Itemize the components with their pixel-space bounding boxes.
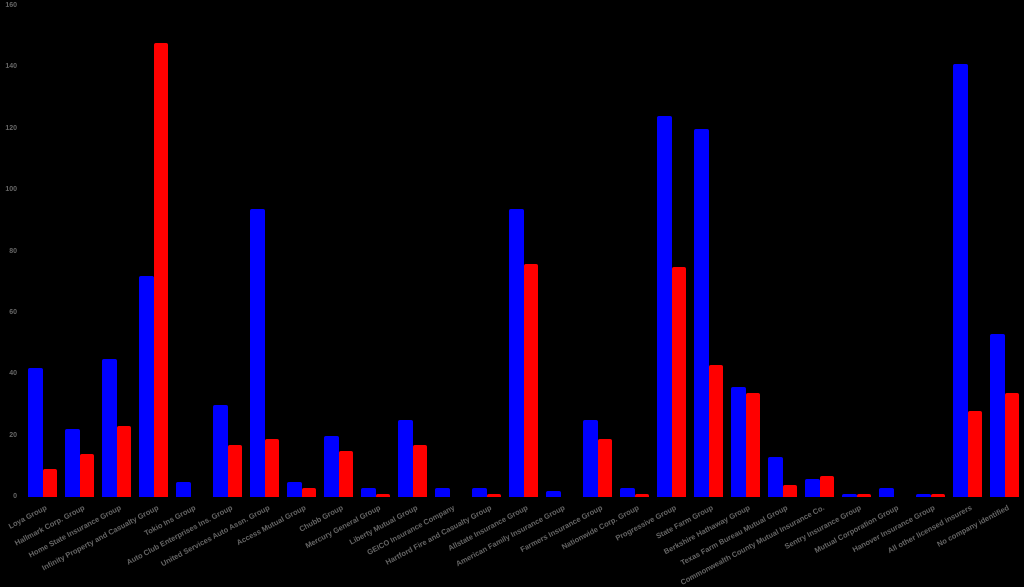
bar-series-2 xyxy=(967,411,982,497)
bar-series-1 xyxy=(435,487,450,497)
bar-series-2 xyxy=(634,493,649,497)
bar-series-1 xyxy=(842,493,857,497)
y-tick-label: 100 xyxy=(5,186,17,194)
bar-series-1 xyxy=(805,478,820,497)
bar-series-1 xyxy=(879,487,894,497)
bar-series-1 xyxy=(176,481,191,497)
bar-series-1 xyxy=(768,457,783,497)
bar-series-2 xyxy=(1004,392,1019,497)
bar-series-1 xyxy=(65,429,80,497)
bar-series-2 xyxy=(782,484,797,497)
y-tick-label: 120 xyxy=(5,124,17,132)
bar-series-1 xyxy=(139,276,154,497)
bar-series-2 xyxy=(338,450,353,497)
bar-series-1 xyxy=(472,487,487,497)
bar-series-2 xyxy=(597,438,612,497)
y-tick-label: 140 xyxy=(5,63,17,71)
bar-series-1 xyxy=(28,368,43,497)
bar-series-1 xyxy=(953,64,968,497)
bar-series-2 xyxy=(42,469,57,497)
bar-series-2 xyxy=(708,365,723,497)
bar-series-2 xyxy=(116,426,131,497)
bar-series-1 xyxy=(324,435,339,497)
bar-series-1 xyxy=(250,208,265,497)
bar-series-1 xyxy=(361,487,376,497)
y-tick-label: 60 xyxy=(9,308,17,316)
y-tick-label: 20 xyxy=(9,431,17,439)
y-tick-label: 40 xyxy=(9,370,17,378)
bar-series-1 xyxy=(398,420,413,497)
bar-series-1 xyxy=(657,116,672,497)
bar-series-2 xyxy=(375,493,390,497)
bar-series-1 xyxy=(102,358,117,497)
y-tick-label: 160 xyxy=(5,2,17,9)
bar-series-2 xyxy=(79,454,94,497)
bar-series-1 xyxy=(213,404,228,497)
bar-series-2 xyxy=(486,493,501,497)
bar-series-2 xyxy=(930,493,945,497)
bar-series-2 xyxy=(153,42,168,497)
bar-series-1 xyxy=(546,490,561,497)
bar-series-1 xyxy=(916,493,931,497)
bar-series-1 xyxy=(583,420,598,497)
y-tick-label: 0 xyxy=(13,493,17,500)
bar-series-2 xyxy=(523,263,538,497)
bar-series-2 xyxy=(856,493,871,497)
bar-series-1 xyxy=(509,208,524,497)
bar-series-1 xyxy=(287,481,302,497)
bar-series-1 xyxy=(694,128,709,497)
y-tick-label: 80 xyxy=(9,247,17,255)
bar-series-2 xyxy=(671,266,686,497)
bar-series-2 xyxy=(264,438,279,497)
bar-series-2 xyxy=(227,444,242,497)
bar-series-1 xyxy=(990,334,1005,497)
bar-series-2 xyxy=(745,392,760,497)
bar-series-1 xyxy=(731,386,746,497)
bar-series-2 xyxy=(819,475,834,497)
bar-series-1 xyxy=(620,487,635,497)
bar-series-2 xyxy=(301,487,316,497)
bar-series-2 xyxy=(412,444,427,497)
